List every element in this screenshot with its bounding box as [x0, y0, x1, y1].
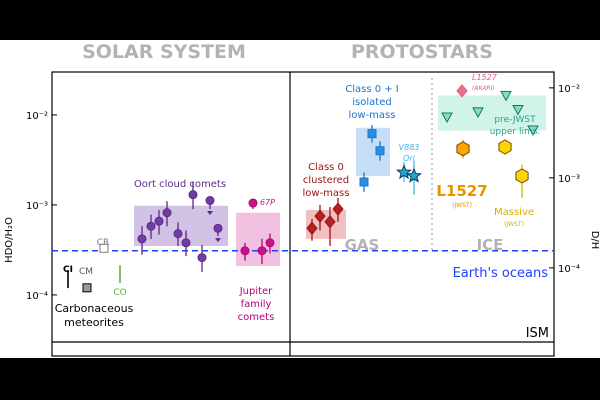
class01_isolated-marker-0	[359, 177, 369, 187]
label-jfc-line3: comets	[238, 312, 275, 323]
oort-upper-arrow-9	[215, 238, 221, 243]
cr-marker-0	[99, 243, 109, 253]
label-v883-line1: V883	[399, 143, 420, 152]
class01_isolated-marker-2	[375, 146, 385, 156]
cm-marker-0	[82, 283, 92, 293]
class0_clustered-marker-1	[314, 209, 326, 223]
oort-marker-0	[137, 234, 147, 244]
pre_jwst-range-box	[438, 95, 546, 131]
label-pre-jwst-line1: pre-JWST	[494, 115, 536, 125]
y-axis-label-left: HDO/H₂O	[4, 217, 15, 263]
deuterium-chart: 10⁻⁴ 10⁻³ 10⁻² 10⁻⁴ 10⁻³ 10⁻² SOLAR SYSTEM PR…	[4, 41, 600, 357]
label-class0-line3: low-mass	[303, 188, 350, 199]
data-markers	[67, 84, 539, 293]
label-massive-line1: Massive	[494, 207, 534, 218]
massive-marker-1	[515, 168, 529, 184]
pre_jwst-marker-4	[527, 125, 539, 137]
class01_isolated-marker-1	[367, 129, 377, 139]
right-tick-label-2: 10⁻²	[558, 84, 580, 95]
right-tick-label-0: 10⁻⁴	[558, 264, 580, 275]
oort-marker-2	[154, 216, 164, 226]
jfc-marker-0	[240, 246, 250, 256]
pre_jwst-marker-3	[512, 104, 524, 116]
label-cr: CR	[97, 238, 110, 248]
label-class0-line1: Class 0	[308, 162, 344, 173]
oort-marker-8	[205, 196, 215, 206]
oort-marker-4	[173, 229, 183, 239]
massive-marker-0	[498, 139, 512, 155]
label-gas: GAS	[345, 236, 380, 254]
label-v883-line2: Ori	[403, 154, 416, 163]
left-tick-label-1: 10⁻³	[26, 201, 48, 212]
label-ism: ISM	[526, 326, 549, 341]
label-pre-jwst-line2: upper lims.	[490, 127, 541, 137]
label-ice: ICE	[477, 236, 504, 254]
oort-marker-9	[213, 223, 223, 233]
plot-border	[51, 71, 555, 357]
class0_clustered-marker-0	[306, 221, 318, 236]
panel-title-protostars: PROTOSTARS	[351, 41, 493, 63]
class0_clustered-marker-3	[332, 202, 344, 216]
label-jfc-line1: Jupiter	[239, 286, 273, 297]
l1527_jwst-marker-0	[456, 141, 470, 157]
label-l1527-jwst-line2: (JWST)	[452, 202, 472, 209]
label-ci: CI	[63, 265, 73, 275]
plot-frame	[51, 71, 555, 357]
label-jfc-line2: family	[241, 299, 272, 310]
class0_clustered-marker-2	[324, 214, 336, 229]
jfc-marker-2	[257, 246, 267, 256]
v883-marker-1	[405, 167, 423, 183]
jfc-marker-1	[248, 198, 258, 208]
panel-title-solar-system: SOLAR SYSTEM	[82, 41, 246, 63]
label-l1527-akari-line1: L1527	[472, 73, 498, 82]
left-tick-label-2: 10⁻²	[26, 111, 48, 122]
oort-upper-arrow-8	[207, 211, 213, 216]
label-l1527-akari-line2: (AKARI)	[472, 85, 495, 92]
jfc-range-box	[236, 212, 280, 266]
y-axis-label-right: D/H	[589, 231, 600, 250]
label-class0-line2: clustered	[303, 175, 349, 186]
label-co: CO	[113, 288, 126, 298]
label-carbonaceous-line2: meteorites	[64, 316, 124, 329]
l1527_akari-marker-0	[456, 84, 468, 98]
pre_jwst-marker-2	[500, 90, 512, 102]
label-class01-line3: low-mass	[349, 110, 396, 121]
v883-marker-0	[395, 164, 413, 180]
figure-area: 10⁻⁴ 10⁻³ 10⁻² 10⁻⁴ 10⁻³ 10⁻² SOLAR SYSTEM PR…	[0, 40, 600, 358]
label-massive-line2: (JWST)	[504, 221, 524, 228]
left-tick-label-0: 10⁻⁴	[26, 291, 48, 302]
oort-marker-1	[146, 221, 156, 231]
oort-marker-6	[188, 190, 198, 200]
oort-marker-3	[162, 208, 172, 218]
oort-marker-5	[181, 238, 191, 248]
pre_jwst-marker-1	[472, 107, 484, 118]
label-class01-line2: isolated	[352, 97, 391, 108]
label-l1527-jwst-line1: L1527	[436, 182, 487, 200]
label-earth-oceans: Earth's oceans	[453, 266, 549, 281]
oort-marker-7	[197, 253, 207, 263]
axis-ticks: 10⁻⁴ 10⁻³ 10⁻² 10⁻⁴ 10⁻³ 10⁻²	[26, 84, 580, 302]
label-cm: CM	[79, 267, 93, 277]
label-oort: Oort cloud comets	[134, 179, 226, 190]
label-67p: 67P	[260, 198, 275, 207]
label-carbonaceous-line1: Carbonaceous	[55, 302, 134, 315]
label-class01-line1: Class 0 + I	[345, 84, 399, 95]
right-tick-label-1: 10⁻³	[558, 174, 580, 185]
pre_jwst-marker-0	[441, 112, 453, 123]
jfc-marker-3	[265, 238, 275, 248]
